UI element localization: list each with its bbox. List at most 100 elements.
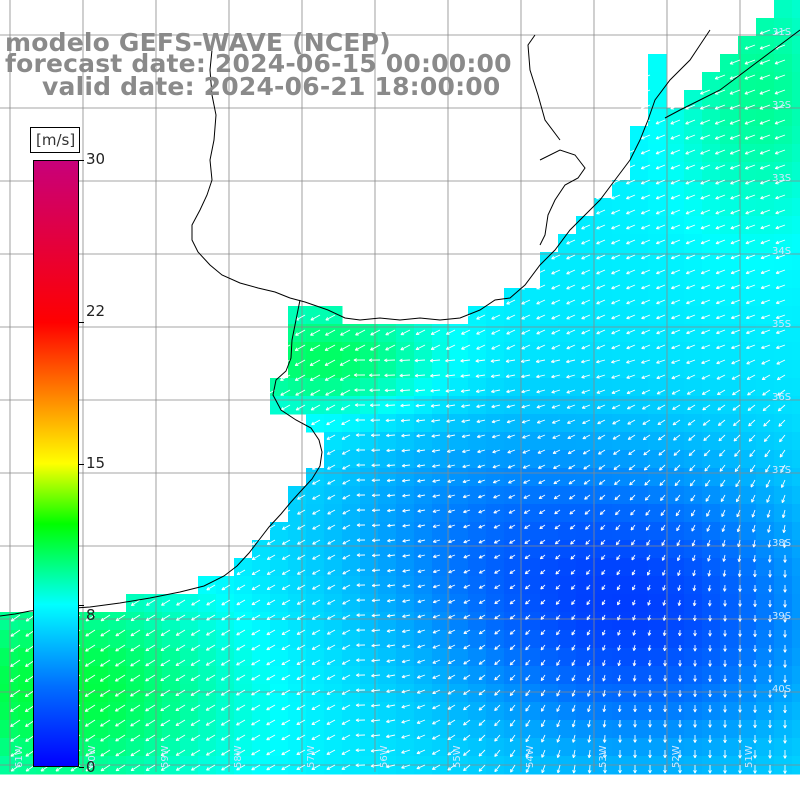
wind-arrow [401, 719, 411, 724]
field-cell [468, 504, 487, 523]
wind-arrow [447, 494, 456, 499]
colorbar-tick-label: 15 [86, 454, 106, 472]
field-cell [702, 288, 721, 307]
wind-arrow [324, 359, 336, 366]
field-cell [774, 378, 793, 397]
field-cell [756, 666, 775, 685]
wind-arrow [84, 659, 96, 667]
field-cell [378, 630, 397, 649]
wind-arrow [524, 584, 531, 590]
field-cell [792, 738, 800, 757]
wind-arrow [687, 404, 696, 411]
field-cell [342, 378, 361, 397]
wind-arrow [685, 209, 696, 215]
wind-arrow [693, 690, 697, 698]
field-cell [414, 720, 433, 739]
wind-arrow [312, 584, 321, 590]
wind-arrow [571, 689, 576, 697]
wind-arrow [616, 554, 621, 561]
wind-arrow [701, 299, 711, 305]
field-cell [234, 702, 253, 721]
wind-arrow [401, 448, 411, 453]
wind-arrow [282, 524, 291, 530]
wind-arrow [385, 329, 396, 336]
wind-arrow [356, 628, 366, 632]
field-cell [684, 720, 703, 739]
wind-arrow [205, 659, 216, 666]
field-cell [684, 540, 703, 559]
field-cell [360, 648, 379, 667]
wind-arrow [475, 359, 486, 363]
wind-arrow [356, 583, 366, 587]
field-cell [522, 450, 541, 469]
field-cell [414, 738, 433, 757]
wind-arrow [326, 749, 336, 755]
wind-arrow [685, 239, 696, 245]
wind-arrow [715, 164, 726, 170]
wind-arrow [762, 389, 771, 396]
wind-arrow [556, 749, 561, 758]
wind-arrow [774, 29, 786, 35]
wind-arrow [432, 749, 441, 755]
wind-arrow [571, 644, 576, 651]
wind-arrow [296, 704, 306, 711]
field-cell [720, 648, 739, 667]
field-cell [0, 648, 19, 667]
wind-arrow [676, 539, 681, 547]
wind-arrow [611, 404, 621, 410]
field-cell [612, 324, 631, 343]
wind-arrow [554, 509, 561, 515]
wind-arrow [506, 299, 516, 305]
wind-arrow [597, 419, 606, 425]
field-cell [756, 648, 775, 667]
wind-arrow [327, 599, 336, 605]
wind-arrow [760, 239, 771, 245]
field-cell [756, 684, 775, 703]
field-cell [504, 684, 523, 703]
wind-arrow [416, 704, 426, 709]
wind-arrow [432, 464, 441, 468]
field-cell [630, 252, 649, 271]
wind-arrow [672, 404, 681, 410]
colorbar-tick-mark [79, 464, 84, 465]
field-cell [720, 576, 739, 595]
field-cell [144, 612, 163, 631]
wind-arrow [99, 704, 111, 712]
wind-arrow [678, 675, 682, 682]
wind-arrow [312, 479, 321, 485]
wind-arrow [632, 599, 636, 606]
wind-arrow [783, 645, 787, 653]
field-cell [468, 738, 487, 757]
field-cell [774, 252, 793, 271]
wind-arrow [598, 449, 606, 455]
field-cell [630, 414, 649, 433]
field-cell [756, 324, 775, 343]
field-cell [630, 558, 649, 577]
wind-arrow [675, 509, 681, 517]
wind-arrow [387, 568, 396, 573]
field-cell [630, 216, 649, 235]
colorbar-tick-mark [79, 160, 84, 161]
field-cell [756, 108, 775, 127]
field-cell [468, 648, 487, 667]
wind-arrow [221, 629, 231, 636]
wind-arrow [753, 600, 757, 608]
field-cell [576, 360, 595, 379]
field-cell [648, 126, 667, 145]
field-cell [270, 702, 289, 721]
wind-arrow [281, 614, 291, 620]
field-cell [774, 54, 793, 73]
wind-arrow [775, 194, 786, 200]
field-cell [270, 522, 289, 541]
wind-arrow [477, 479, 486, 484]
wind-arrow [596, 359, 606, 364]
wind-arrow [341, 689, 351, 695]
wind-arrow [571, 674, 576, 682]
field-cell [720, 702, 739, 721]
field-cell [540, 522, 559, 541]
field-cell [504, 378, 523, 397]
wind-arrow [678, 735, 682, 743]
field-cell [594, 468, 613, 487]
field-cell [306, 306, 325, 325]
field-cell [108, 612, 127, 631]
